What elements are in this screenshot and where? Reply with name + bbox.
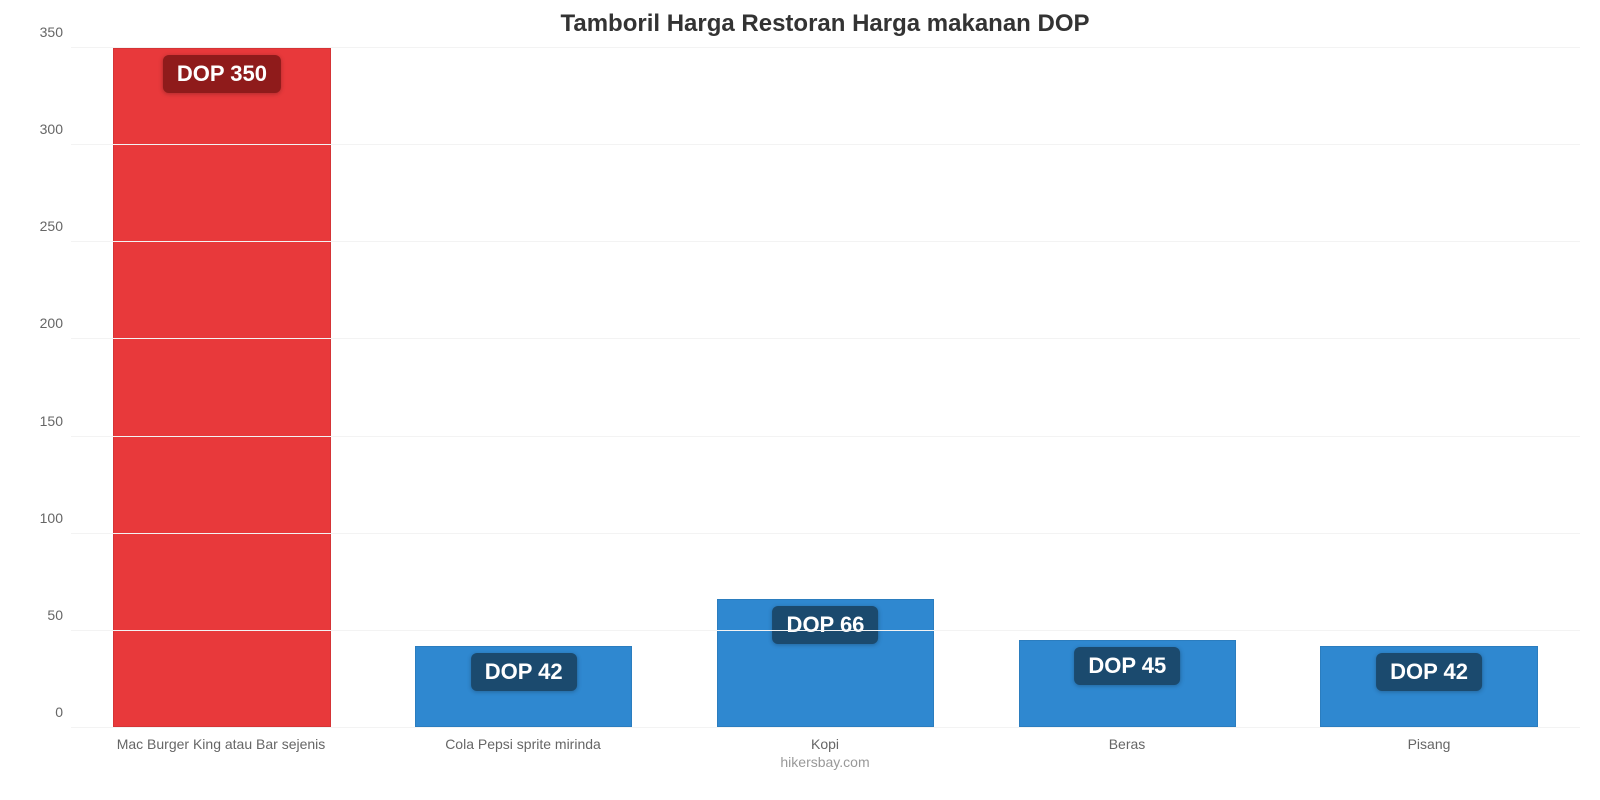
bar-slot: DOP 350 — [71, 48, 373, 727]
bar-slot: DOP 45 — [976, 48, 1278, 727]
x-tick-label: Cola Pepsi sprite mirinda — [372, 736, 674, 752]
y-tick-label: 350 — [21, 24, 63, 40]
bar-value-label: DOP 350 — [163, 55, 281, 93]
y-tick-label: 300 — [21, 121, 63, 137]
source-text: hikersbay.com — [70, 754, 1580, 770]
grid-line — [71, 533, 1580, 534]
plot-area: DOP 350DOP 42DOP 66DOP 45DOP 42 05010015… — [70, 48, 1580, 728]
bar-value-label: DOP 66 — [773, 606, 879, 644]
bar: DOP 42 — [1320, 646, 1537, 727]
bar-value-label: DOP 42 — [1376, 653, 1482, 691]
chart-title: Tamboril Harga Restoran Harga makanan DO… — [70, 10, 1580, 38]
x-tick-label: Pisang — [1278, 736, 1580, 752]
y-tick-label: 150 — [21, 413, 63, 429]
bar: DOP 66 — [717, 599, 934, 727]
y-tick-label: 100 — [21, 510, 63, 526]
x-tick-label: Mac Burger King atau Bar sejenis — [70, 736, 372, 752]
bars-container: DOP 350 DOP 42 DOP 66 DOP 45 DOP 42 — [71, 48, 1580, 728]
y-tick-label: 50 — [21, 607, 63, 623]
bar-slot: DOP 66 — [675, 48, 977, 727]
grid-line — [71, 630, 1580, 631]
grid-line — [71, 241, 1580, 242]
y-tick-label: 250 — [21, 218, 63, 234]
bar-value-label: DOP 42 — [471, 653, 577, 691]
y-tick-label: 200 — [21, 315, 63, 331]
bar-chart: Tamboril Harga Restoran Harga makanan DO… — [0, 0, 1600, 800]
grid-line — [71, 338, 1580, 339]
grid-line — [71, 727, 1580, 728]
x-axis-labels: Mac Burger King atau Bar sejenisCola Pep… — [70, 736, 1580, 752]
bar: DOP 350 — [113, 48, 330, 727]
bar-slot: DOP 42 — [1278, 48, 1580, 727]
bar-slot: DOP 42 — [373, 48, 675, 727]
bar: DOP 42 — [415, 646, 632, 727]
bar: DOP 45 — [1019, 640, 1236, 727]
x-tick-label: Beras — [976, 736, 1278, 752]
grid-line — [71, 47, 1580, 48]
grid-line — [71, 144, 1580, 145]
y-tick-label: 0 — [21, 704, 63, 720]
grid-line — [71, 436, 1580, 437]
bar-value-label: DOP 45 — [1074, 647, 1180, 685]
x-tick-label: Kopi — [674, 736, 976, 752]
